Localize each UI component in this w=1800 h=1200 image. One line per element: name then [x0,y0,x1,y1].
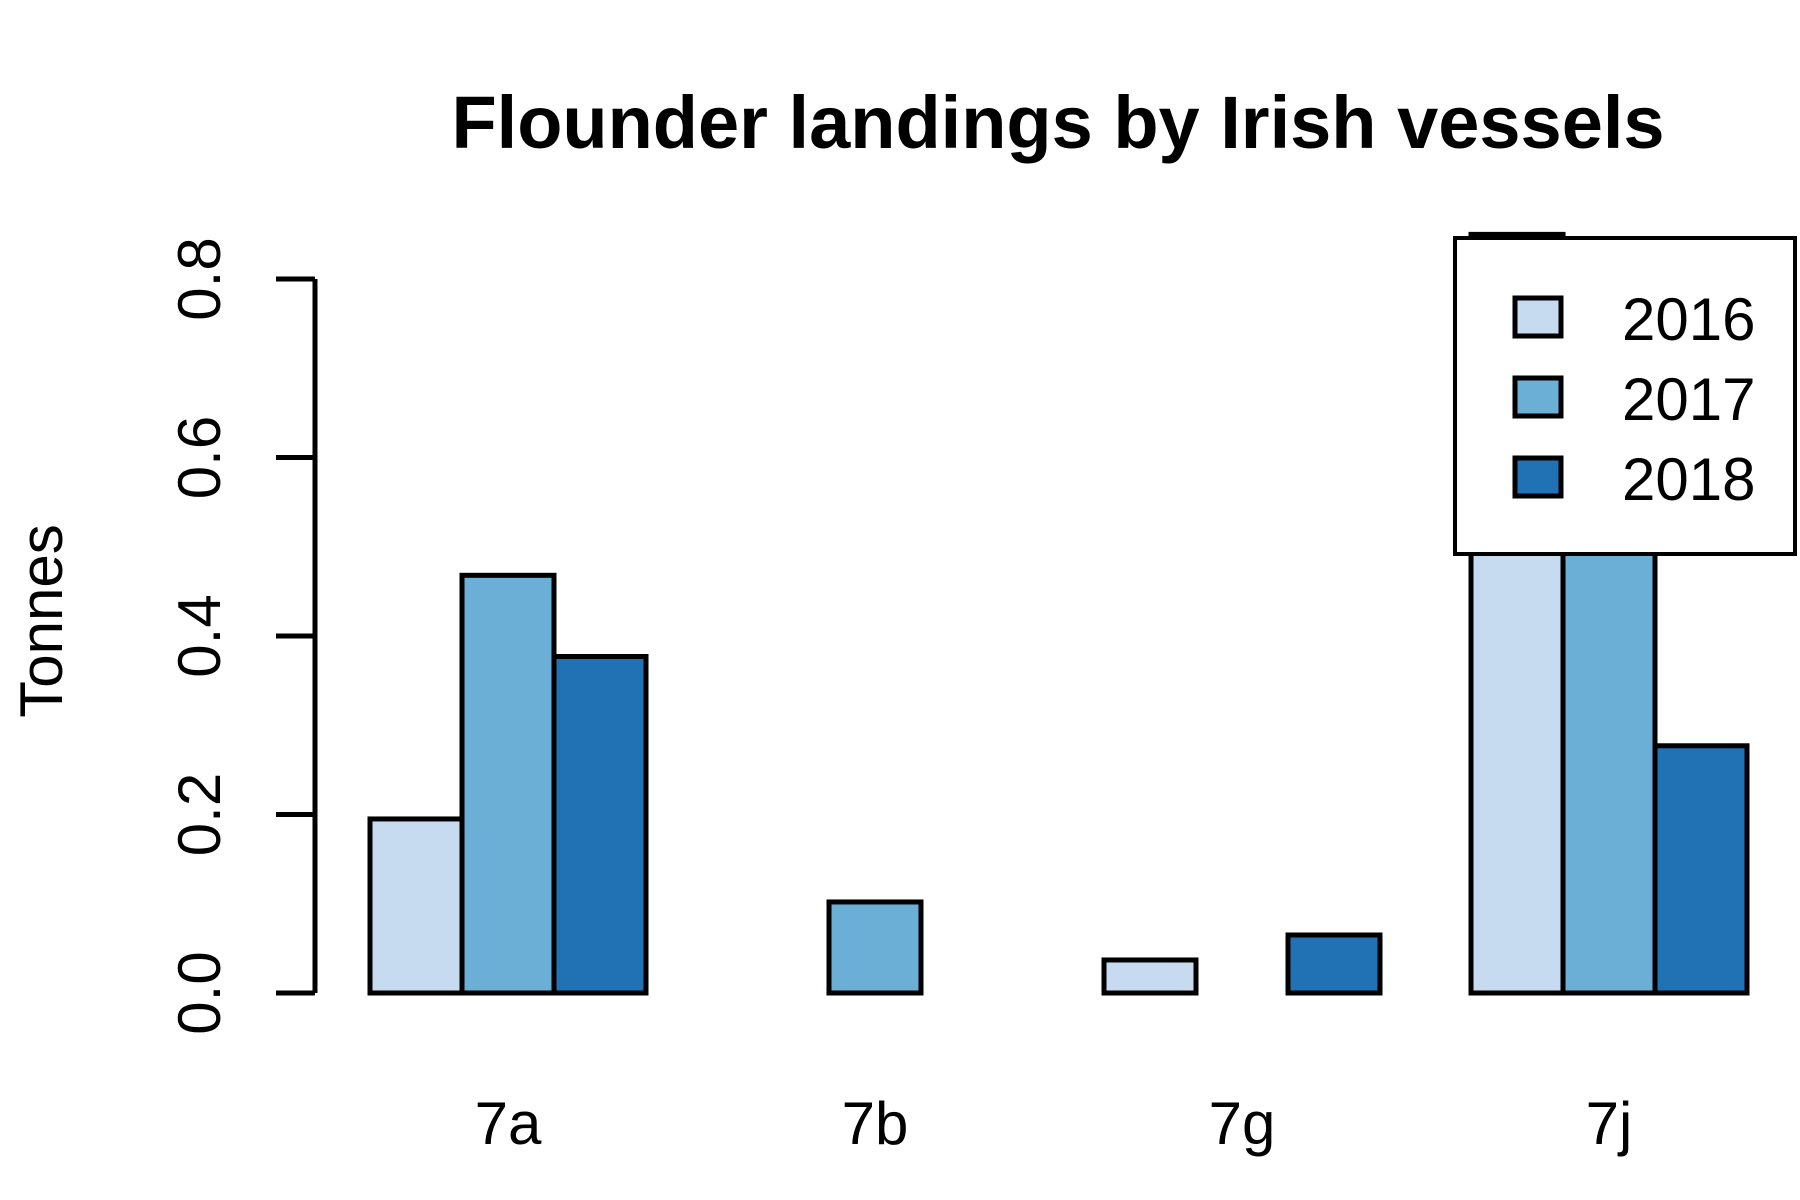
bar-7g-2018 [1285,932,1383,996]
y-axis: 0.0 0.2 0.4 0.6 0.8 [166,237,318,1035]
y-tick-label-0.6: 0.6 [166,416,233,499]
category-labels: 7a 7b 7g 7j [475,1090,1633,1157]
category-label-7b: 7b [842,1090,909,1157]
chart-title: Flounder landings by Irish vessels [451,81,1664,164]
category-label-7j: 7j [1586,1090,1633,1157]
legend-swatch-2017 [1512,375,1564,419]
bar-7b-2017 [826,899,924,996]
bar-7a-2016 [367,816,465,996]
y-tick-label-0.2: 0.2 [166,773,233,856]
bar-7j-2017 [1560,544,1658,996]
category-label-7g: 7g [1209,1090,1276,1157]
y-tick-label-0.8: 0.8 [166,237,233,320]
legend-swatch-2018 [1512,455,1564,499]
legend-label-2018: 2018 [1622,446,1755,513]
y-tick-label-0.4: 0.4 [166,594,233,677]
y-axis-label: Tonnes [8,524,75,717]
y-tick-label-0.0: 0.0 [166,951,233,1034]
category-label-7a: 7a [475,1090,542,1157]
legend-label-2016: 2016 [1622,286,1755,353]
bar-7g-2016 [1101,957,1199,996]
bar-7j-2018 [1652,743,1750,996]
legend: 2016 2017 2018 [1453,236,1797,556]
legend-label-2017: 2017 [1622,366,1755,433]
bar-7a-2017 [459,572,557,996]
legend-box [1453,236,1797,556]
legend-swatch-2016 [1512,295,1564,339]
bar-7a-2018 [551,654,649,996]
